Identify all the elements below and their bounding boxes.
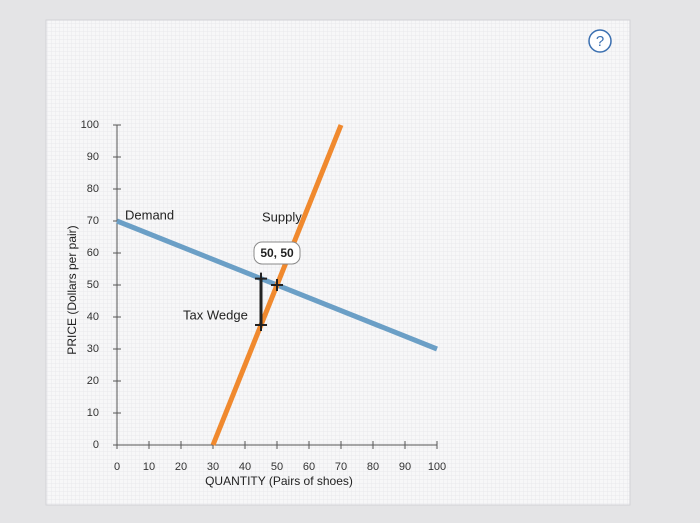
y-tick-label: 50 bbox=[87, 279, 99, 291]
x-tick-label: 100 bbox=[428, 461, 446, 473]
y-tick-label: 10 bbox=[87, 407, 99, 419]
y-tick-label: 80 bbox=[87, 183, 99, 195]
y-tick-label: 20 bbox=[87, 375, 99, 387]
y-tick-label: 30 bbox=[87, 343, 99, 355]
series-label: Supply bbox=[262, 209, 302, 224]
y-tick-label: 70 bbox=[87, 215, 99, 227]
y-axis-title: PRICE (Dollars per pair) bbox=[65, 225, 79, 354]
point-marker bbox=[255, 319, 267, 331]
x-tick-label: 50 bbox=[271, 461, 283, 473]
x-axis-title: QUANTITY (Pairs of shoes) bbox=[205, 474, 353, 488]
point-marker bbox=[271, 279, 283, 291]
y-tick-label: 100 bbox=[81, 119, 99, 131]
y-tick-label: 90 bbox=[87, 151, 99, 163]
x-tick-label: 10 bbox=[143, 461, 155, 473]
x-tick-label: 80 bbox=[367, 461, 379, 473]
x-tick-label: 30 bbox=[207, 461, 219, 473]
point-label: 50, 50 bbox=[260, 246, 294, 260]
x-tick-label: 40 bbox=[239, 461, 251, 473]
y-tick-label: 0 bbox=[93, 439, 99, 451]
point-label-box bbox=[253, 241, 301, 265]
x-tick-label: 90 bbox=[399, 461, 411, 473]
point-marker bbox=[255, 272, 267, 285]
x-tick-label: 60 bbox=[303, 461, 315, 473]
series-label: Tax Wedge bbox=[183, 307, 248, 322]
x-tick-label: 20 bbox=[175, 461, 187, 473]
y-tick-label: 40 bbox=[87, 311, 99, 323]
x-tick-label: 0 bbox=[114, 461, 120, 473]
help-button[interactable]: ? bbox=[588, 29, 612, 53]
plot: 0 10 20 30 40 50 60 70 80 90 100 0 10 20 30 40 50 60 70 80 9… bbox=[81, 119, 447, 473]
y-tick-label: 60 bbox=[87, 247, 99, 259]
help-circle[interactable] bbox=[588, 29, 612, 53]
card bbox=[45, 19, 631, 506]
series-label: Demand bbox=[125, 207, 174, 222]
help-text[interactable]: ? bbox=[596, 33, 604, 50]
x-tick-label: 70 bbox=[335, 461, 347, 473]
